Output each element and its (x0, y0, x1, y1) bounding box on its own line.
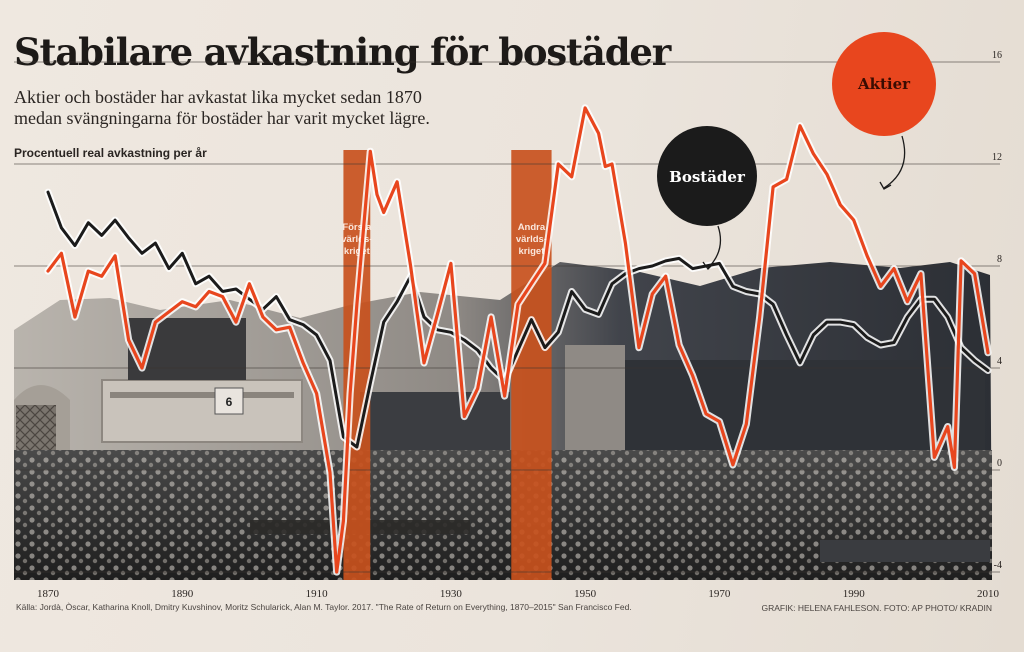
series-line-aktier (46, 106, 990, 574)
bostader-callout-arrow (707, 225, 722, 269)
y-tick-label: -4 (994, 560, 1002, 571)
x-tick-label: 2010 (977, 588, 1000, 600)
y-axis-label: Procentuell real avkastning per år (14, 146, 207, 160)
x-tick-label: 1970 (708, 588, 731, 600)
war-band-label-2: Andra världs-kriget (516, 222, 547, 257)
war-band-2 (511, 150, 552, 580)
x-tick-label: 1990 (843, 588, 866, 600)
x-tick-label: 1950 (574, 588, 597, 600)
bostader-callout-arrowhead (702, 261, 715, 271)
x-tick-label: 1870 (37, 588, 60, 600)
svg-text:6: 6 (226, 395, 233, 409)
chart-title: Stabilare avkastning för bostäder (14, 30, 671, 74)
aktier-callout-arrow (883, 135, 906, 189)
bostader-callout-circle (657, 126, 757, 226)
y-tick-label: 0 (997, 458, 1002, 469)
y-tick-label: 12 (992, 152, 1002, 163)
graphic-credit: GRAFIK: HELENA FAHLESON. FOTO: AP PHOTO/… (761, 603, 992, 613)
trading-floor-photo: 6 (14, 262, 992, 580)
x-tick-label: 1930 (440, 588, 463, 600)
aktier-callout-label: Aktier (857, 75, 911, 93)
y-tick-label: 8 (997, 254, 1002, 265)
series-line-bostader (46, 190, 990, 449)
subtitle-line-1: Aktier och bostäder har avkastat lika my… (14, 87, 422, 107)
x-tick-label: 1910 (306, 588, 329, 600)
y-tick-label: 16 (992, 50, 1002, 61)
subtitle-line-2: medan svängningarna för bostäder har var… (14, 108, 430, 128)
x-tick-label: 1890 (171, 588, 194, 600)
source-note: Källa: Jordà, Òscar, Katharina Knoll, Dm… (16, 602, 632, 612)
aktier-callout-arrowhead (879, 181, 892, 190)
war-band-label-1: Första världs-kriget (341, 222, 372, 257)
y-tick-label: 4 (997, 356, 1002, 367)
aktier-callout-circle (832, 32, 936, 136)
bostader-callout-label: Bostäder (669, 168, 746, 186)
